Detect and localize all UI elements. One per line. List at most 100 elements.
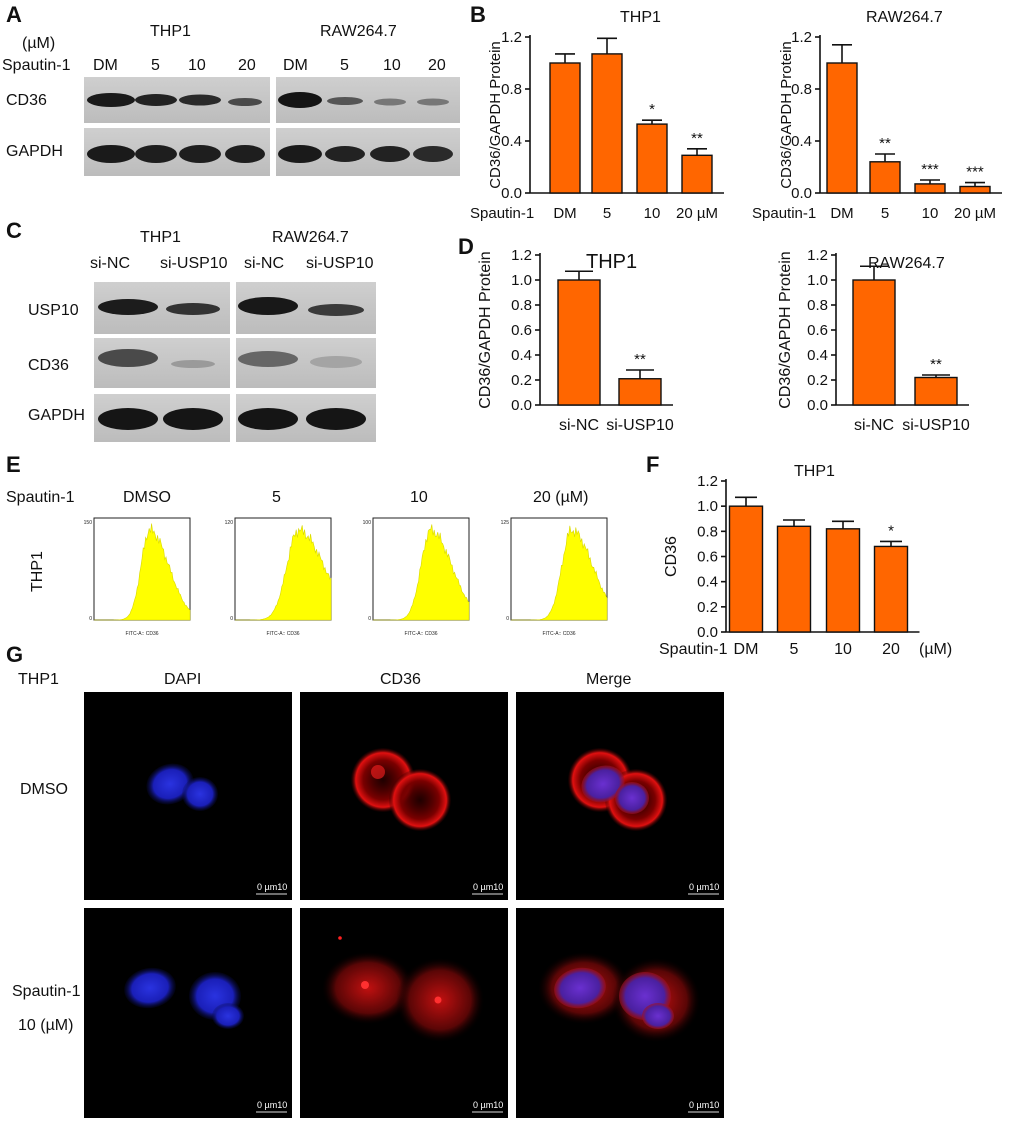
flow-cond-1: DMSO [123,489,171,506]
panel-label-c: C [6,218,22,243]
micro-dmso-dapi [84,692,292,900]
group1-label-a: THP1 [150,23,191,40]
y-tick-label: 0.6 [697,549,718,566]
y-tick-label: 0.2 [807,372,828,389]
scale-bar-2: 0 µm10 [472,882,503,895]
spautin-label-e: Spautin-1 [6,489,75,506]
flow-y-max: 120 [225,520,234,526]
svg-text:0 µm10: 0 µm10 [473,882,503,892]
bar [869,161,901,194]
category-label: si-USP10 [606,417,674,434]
y-tick-label: 0.4 [511,347,532,364]
lane-c-1: si-NC [90,255,130,272]
bar [826,62,858,194]
y-tick-label: 0.0 [807,397,828,414]
flow-cond-4: 20 (µM) [533,489,588,506]
category-label: 5 [603,205,611,222]
y-axis-label: CD36/GAPDH Protein [777,251,794,408]
group2-label-c: RAW264.7 [272,229,349,246]
y-tick-label: 1.2 [697,473,718,490]
bar [914,376,958,406]
flow-y-zero: 0 [368,616,371,622]
svg-text:0 µm10: 0 µm10 [689,882,719,892]
category-label: 10 [922,205,939,222]
category-label: 20 µM [676,205,718,222]
group2-label-a: RAW264.7 [320,23,397,40]
scale-bar-3: 0 µm10 [688,882,719,895]
category-label: 5 [881,205,889,222]
y-tick-label: 0.2 [697,599,718,616]
blot-a-membrane-1 [84,77,270,176]
svg-text:0 µm10: 0 µm10 [473,1100,503,1110]
micro-spautin-dapi [84,908,292,1118]
flow-x-label: FITC-A:: CD36 [404,631,437,637]
chart-title: RAW264.7 [866,9,943,26]
x-prefix-label: Spautin-1 [659,641,728,658]
chart-title: RAW264.7 [868,255,945,272]
y-tick-label: 1.0 [697,498,718,515]
micro-row2-label-1: Spautin-1 [12,983,81,1000]
category-label: si-NC [854,417,894,434]
category-label: si-NC [559,417,599,434]
y-tick-label: 0.8 [791,81,812,98]
category-label: 20 µM [954,205,996,222]
micro-dmso-cd36 [300,692,508,900]
y-tick-label: 1.0 [807,272,828,289]
y-tick-label: 0.0 [511,397,532,414]
scale-bar-4: 0 µm10 [256,1100,287,1113]
lane-a-2: 5 [151,57,160,74]
flow-y-max: 100 [363,520,372,526]
panel-label-a: A [6,2,22,27]
y-tick-label: 0.8 [697,523,718,540]
category-label: 10 [834,641,852,658]
y-tick-label: 0.4 [791,133,812,150]
y-tick-label: 0.6 [511,322,532,339]
band-label-c-cd36: CD36 [28,357,69,374]
micro-spautin-merge [516,908,724,1118]
micro-col-merge: Merge [586,671,631,688]
chart-d-thp1: 0.0 0.2 0.4 0.6 0.8 1.0 1.2 CD36/GAPDH Protein T… [477,247,674,434]
svg-text:0 µm10: 0 µm10 [257,1100,287,1110]
bar [557,279,601,406]
x-suffix-label: (µM) [919,641,952,658]
category-label: 5 [790,641,799,658]
micro-dmso-merge [516,692,724,900]
histogram-fill [511,525,608,621]
flow-y-zero: 0 [89,616,92,622]
y-tick-label: 0.0 [697,624,718,641]
flow-cond-2: 5 [272,489,281,506]
scale-bar-6: 0 µm10 [688,1100,719,1113]
y-tick-label: 0.2 [511,372,532,389]
chart-f-thp1: 0.0 0.2 0.4 0.6 0.8 1.0 1.2 CD36 THP1 DM 5 10 * 20 Spa… [659,463,952,658]
significance-mark: *** [966,164,984,181]
category-label: si-USP10 [902,417,970,434]
panel-label-d: D [458,234,474,259]
y-tick-label: 0.4 [697,574,718,591]
flow-side-label: THP1 [29,551,46,592]
bar [618,378,662,406]
chart-title: THP1 [794,463,835,480]
significance-mark: * [649,101,655,118]
y-tick-label: 0.8 [501,81,522,98]
band-label-a-cd36: CD36 [6,92,47,109]
category-label: DM [734,641,759,658]
y-tick-label: 1.2 [791,29,812,46]
lane-c-2: si-USP10 [160,255,228,272]
y-axis-label: CD36/GAPDH Protein [477,251,494,408]
bar [591,53,623,194]
flow-cond-3: 10 [410,489,428,506]
significance-mark: ** [634,351,646,368]
spautin-label-a: Spautin-1 [2,57,71,74]
svg-text:0 µm10: 0 µm10 [689,1100,719,1110]
lane-c-4: si-USP10 [306,255,374,272]
bar [825,528,861,633]
scale-bar-1: 0 µm10 [256,882,287,895]
flow-x-label: FITC-A:: CD36 [125,631,158,637]
bar [776,525,812,633]
bar [914,183,946,194]
